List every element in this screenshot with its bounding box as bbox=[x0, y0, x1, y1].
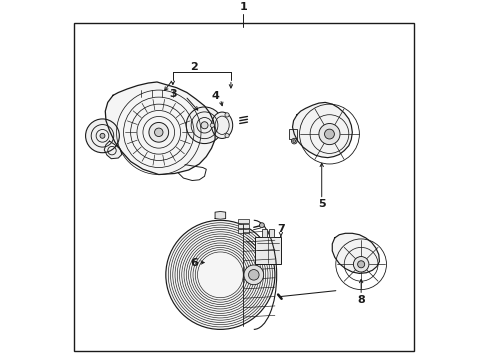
Circle shape bbox=[292, 138, 297, 144]
Circle shape bbox=[154, 128, 163, 136]
Circle shape bbox=[248, 270, 259, 280]
Bar bbox=[289, 129, 297, 139]
Text: 5: 5 bbox=[318, 199, 325, 210]
Polygon shape bbox=[293, 102, 352, 158]
Circle shape bbox=[293, 140, 295, 143]
Circle shape bbox=[186, 107, 223, 144]
Text: 3: 3 bbox=[170, 89, 177, 99]
Circle shape bbox=[353, 257, 369, 272]
Bar bbox=[262, 229, 267, 237]
Circle shape bbox=[319, 123, 340, 145]
Bar bbox=[238, 224, 248, 228]
Polygon shape bbox=[105, 82, 215, 175]
Bar bbox=[238, 219, 248, 223]
Circle shape bbox=[324, 129, 334, 139]
Text: 6: 6 bbox=[191, 257, 198, 267]
Bar bbox=[238, 229, 248, 233]
Bar bbox=[254, 237, 281, 264]
Circle shape bbox=[100, 133, 105, 138]
Circle shape bbox=[225, 113, 229, 117]
Circle shape bbox=[259, 223, 265, 228]
Circle shape bbox=[358, 261, 365, 268]
Text: 8: 8 bbox=[357, 295, 365, 305]
Polygon shape bbox=[332, 233, 379, 274]
Circle shape bbox=[244, 265, 264, 285]
Ellipse shape bbox=[212, 112, 233, 139]
Circle shape bbox=[201, 122, 208, 129]
Text: 2: 2 bbox=[190, 62, 198, 72]
Circle shape bbox=[166, 220, 275, 329]
Text: 1: 1 bbox=[240, 1, 247, 12]
Text: 4: 4 bbox=[211, 91, 219, 101]
Polygon shape bbox=[104, 141, 122, 159]
Text: 7: 7 bbox=[277, 224, 285, 234]
Circle shape bbox=[86, 119, 120, 153]
Polygon shape bbox=[215, 211, 225, 219]
Circle shape bbox=[210, 123, 215, 127]
Circle shape bbox=[149, 122, 169, 142]
Circle shape bbox=[225, 134, 229, 138]
Bar bbox=[269, 229, 274, 237]
